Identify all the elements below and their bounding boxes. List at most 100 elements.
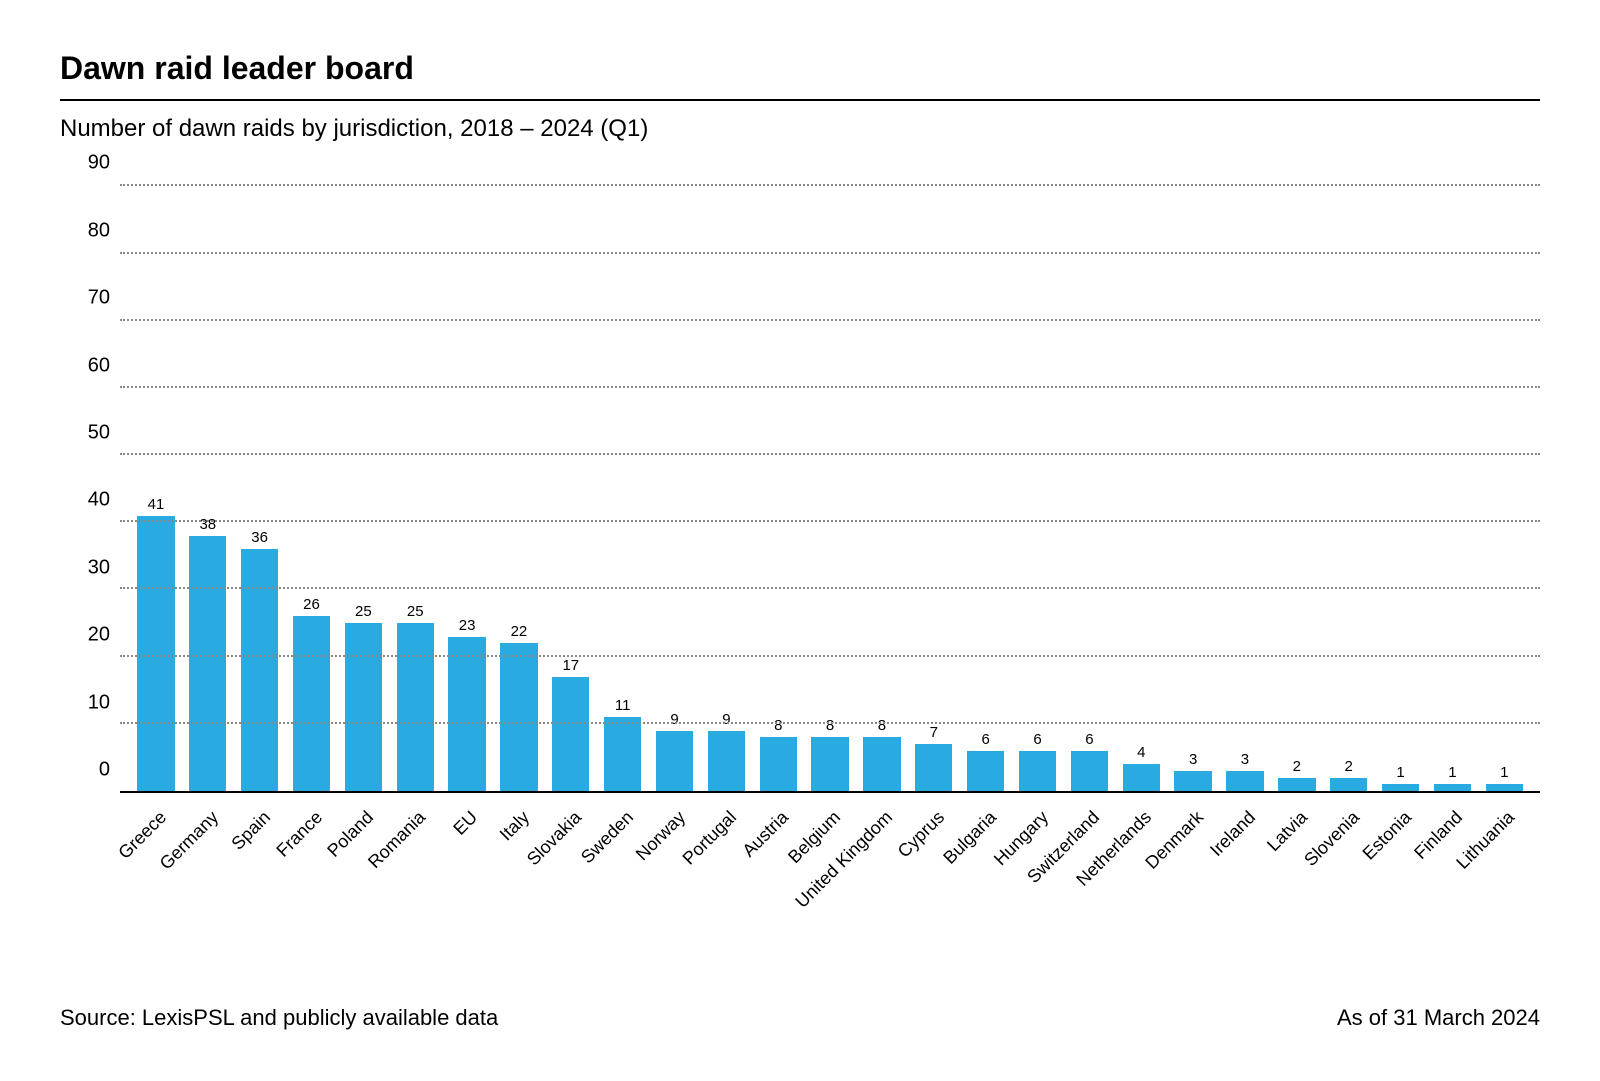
bar-value-label: 25: [407, 603, 424, 620]
x-label-slot: Estonia: [1375, 799, 1427, 949]
grid-line: [120, 453, 1540, 455]
x-label-slot: Lithuania: [1478, 799, 1530, 949]
bar-value-label: 22: [511, 623, 528, 640]
y-tick-label: 80: [88, 219, 110, 242]
plot-region: 4138362625252322171199888766643322111: [120, 173, 1540, 793]
x-label-slot: Italy: [493, 799, 545, 949]
grid-line: [120, 319, 1540, 321]
bar-slot: 41: [130, 173, 182, 791]
bar-slot: 7: [908, 173, 960, 791]
bar: [1174, 771, 1211, 791]
bar-value-label: 38: [199, 516, 216, 533]
bar-value-label: 4: [1137, 744, 1145, 761]
bar-slot: 9: [649, 173, 701, 791]
x-label-slot: Germany: [182, 799, 234, 949]
y-tick-label: 50: [88, 422, 110, 445]
bar: [448, 637, 485, 792]
bar-value-label: 1: [1448, 764, 1456, 781]
bar: [345, 623, 382, 791]
bar-value-label: 25: [355, 603, 372, 620]
bar-slot: 8: [804, 173, 856, 791]
bar-slot: 9: [700, 173, 752, 791]
bar-slot: 8: [752, 173, 804, 791]
x-label-slot: Portugal: [700, 799, 752, 949]
bar-slot: 6: [1063, 173, 1115, 791]
grid-line: [120, 520, 1540, 522]
x-label-slot: Slovenia: [1323, 799, 1375, 949]
bar-value-label: 17: [562, 657, 579, 674]
bar: [397, 623, 434, 791]
bar: [552, 677, 589, 791]
bar-slot: 17: [545, 173, 597, 791]
bar-slot: 25: [389, 173, 441, 791]
x-label-slot: Slovakia: [545, 799, 597, 949]
x-label-slot: Finland: [1426, 799, 1478, 949]
x-axis-label: Latvia: [1263, 807, 1312, 856]
asof-text: As of 31 March 2024: [1337, 1005, 1540, 1031]
chart-footer: Source: LexisPSL and publicly available …: [60, 1005, 1540, 1031]
bar: [1330, 778, 1367, 791]
bar-slot: 2: [1271, 173, 1323, 791]
bar: [1071, 751, 1108, 791]
bar-value-label: 9: [722, 711, 730, 728]
bar-slot: 6: [1012, 173, 1064, 791]
bar-slot: 23: [441, 173, 493, 791]
title-rule: [60, 99, 1540, 101]
bar: [1226, 771, 1263, 791]
bar-value-label: 8: [774, 717, 782, 734]
x-axis-labels: GreeceGermanySpainFrancePolandRomaniaEUI…: [60, 799, 1540, 949]
bar-slot: 3: [1167, 173, 1219, 791]
bar-slot: 4: [1115, 173, 1167, 791]
y-tick-label: 20: [88, 624, 110, 647]
grid-line: [120, 386, 1540, 388]
bar-slot: 2: [1323, 173, 1375, 791]
x-label-slot: Denmark: [1167, 799, 1219, 949]
bar: [1486, 784, 1523, 791]
bar: [708, 731, 745, 791]
bar-slot: 38: [182, 173, 234, 791]
bar-value-label: 23: [459, 617, 476, 634]
x-label-slot: France: [286, 799, 338, 949]
bar-value-label: 11: [615, 697, 631, 714]
bar-slot: 1: [1478, 173, 1530, 791]
bar: [604, 717, 641, 791]
bar: [760, 737, 797, 791]
chart-subtitle: Number of dawn raids by jurisdiction, 20…: [60, 115, 1540, 143]
bar: [500, 643, 537, 791]
x-label-slot: Romania: [389, 799, 441, 949]
x-label-slot: Poland: [337, 799, 389, 949]
bar: [656, 731, 693, 791]
bar: [189, 536, 226, 791]
x-label-slot: Spain: [234, 799, 286, 949]
grid-line: [120, 184, 1540, 186]
bar-value-label: 8: [878, 717, 886, 734]
bar: [1019, 751, 1056, 791]
y-tick-label: 70: [88, 287, 110, 310]
x-label-slot: Norway: [649, 799, 701, 949]
bar: [137, 516, 174, 791]
bar-value-label: 26: [303, 596, 320, 613]
bar-value-label: 6: [982, 731, 990, 748]
x-label-slot: United Kingdom: [856, 799, 908, 949]
x-label-slot: Cyprus: [908, 799, 960, 949]
bar: [1382, 784, 1419, 791]
bar-value-label: 6: [1033, 731, 1041, 748]
bar: [293, 616, 330, 791]
bar-value-label: 36: [251, 529, 268, 546]
bar-slot: 36: [234, 173, 286, 791]
bar: [1434, 784, 1471, 791]
bar-value-label: 2: [1293, 758, 1301, 775]
bar-slot: 11: [597, 173, 649, 791]
y-tick-label: 0: [99, 759, 110, 782]
bar-slot: 26: [286, 173, 338, 791]
bar-value-label: 2: [1345, 758, 1353, 775]
source-text: Source: LexisPSL and publicly available …: [60, 1005, 498, 1031]
bar-slot: 25: [337, 173, 389, 791]
bar-value-label: 7: [930, 724, 938, 741]
bar-slot: 22: [493, 173, 545, 791]
bar-value-label: 9: [670, 711, 678, 728]
y-axis: 0102030405060708090: [60, 173, 120, 793]
bar-slot: 6: [960, 173, 1012, 791]
chart-plot-area: 0102030405060708090 41383626252523221711…: [60, 173, 1540, 793]
bar: [1123, 764, 1160, 791]
